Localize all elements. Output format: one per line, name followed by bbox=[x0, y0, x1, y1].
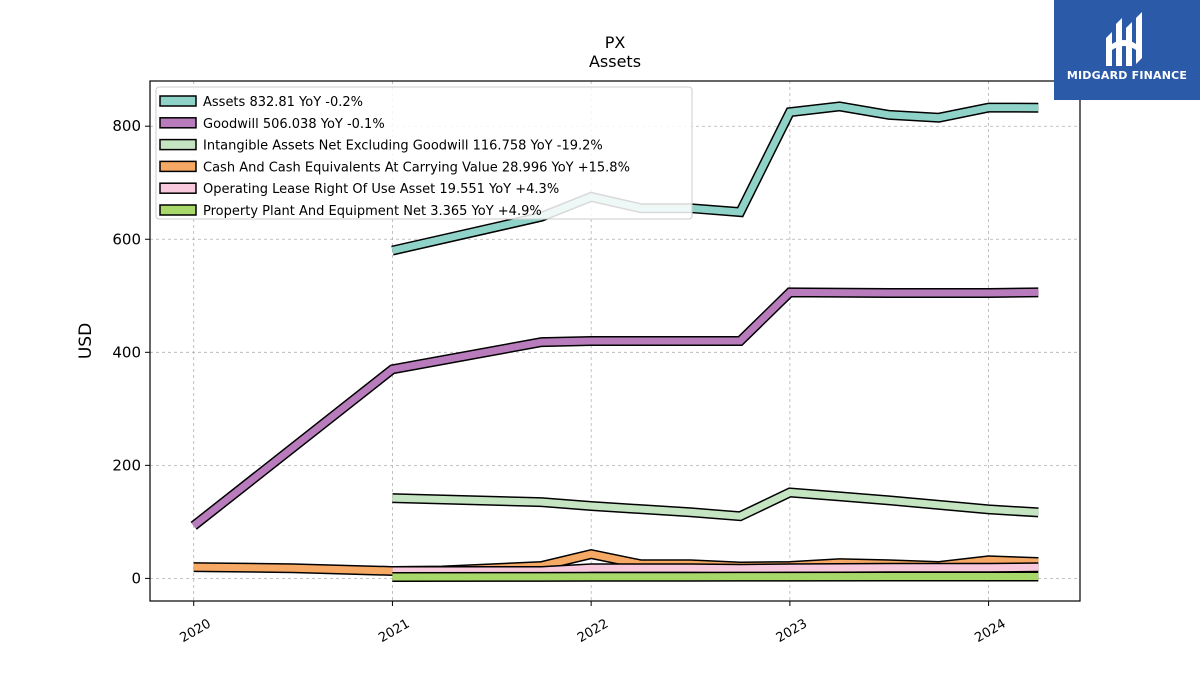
brand-logo: MIDGARD FINANCE bbox=[1054, 0, 1200, 100]
y-tick-label: 0 bbox=[131, 569, 141, 587]
midgard-logo-icon bbox=[1106, 12, 1142, 66]
legend-item: Assets 832.81 YoY -0.2% bbox=[159, 95, 363, 110]
legend-swatch bbox=[159, 138, 197, 151]
legend-label: Property Plant And Equipment Net 3.365 Y… bbox=[203, 204, 542, 219]
legend: Assets 832.81 YoY -0.2% Goodwill 506.038 … bbox=[155, 86, 693, 220]
chart-title: PX bbox=[605, 33, 626, 52]
x-tick-label: 2023 bbox=[774, 616, 810, 646]
x-tick-label: 2020 bbox=[178, 616, 214, 646]
legend-swatch bbox=[159, 204, 197, 216]
legend-swatch bbox=[159, 182, 197, 194]
series-goodwill bbox=[190, 287, 1039, 530]
series-line bbox=[392, 573, 1039, 581]
legend-item: Property Plant And Equipment Net 3.365 Y… bbox=[159, 204, 542, 219]
y-tick-label: 600 bbox=[112, 230, 141, 248]
legend-label: Goodwill 506.038 YoY -0.1% bbox=[203, 117, 385, 132]
x-tick-label: 2022 bbox=[575, 616, 611, 646]
series-lines bbox=[190, 101, 1039, 582]
x-tick-label: 2021 bbox=[376, 616, 412, 646]
legend-item: Cash And Cash Equivalents At Carrying Va… bbox=[159, 160, 630, 175]
legend-item: Goodwill 506.038 YoY -0.1% bbox=[159, 117, 385, 132]
brand-name: MIDGARD FINANCE bbox=[1066, 69, 1188, 82]
legend-item: Operating Lease Right Of Use Asset 19.55… bbox=[159, 182, 559, 197]
chart-subtitle: Assets bbox=[589, 52, 641, 71]
legend-label: Intangible Assets Net Excluding Goodwill… bbox=[203, 139, 603, 154]
legend-swatch bbox=[159, 95, 197, 107]
series-operating-lease-right-of-use-asset bbox=[392, 562, 1039, 576]
y-axis-label: USD bbox=[76, 323, 96, 359]
legend-label: Assets 832.81 YoY -0.2% bbox=[203, 95, 363, 110]
legend-label: Cash And Cash Equivalents At Carrying Va… bbox=[203, 160, 630, 175]
series-outline bbox=[190, 287, 1039, 530]
y-tick-label: 400 bbox=[112, 343, 141, 361]
legend-box bbox=[155, 86, 693, 220]
series-line bbox=[392, 488, 1039, 520]
series-line bbox=[191, 288, 1039, 529]
plot-frame bbox=[149, 80, 1081, 602]
y-tick-label: 800 bbox=[112, 117, 141, 135]
legend-item: Intangible Assets Net Excluding Goodwill… bbox=[159, 138, 603, 154]
series-intangible-assets-net-excluding-goodwill bbox=[392, 487, 1039, 522]
series-line bbox=[392, 563, 1039, 575]
y-tick-label: 200 bbox=[112, 456, 141, 474]
legend-swatch bbox=[159, 160, 197, 173]
series-property-plant-and-equipment-net bbox=[392, 571, 1039, 582]
legend-label: Operating Lease Right Of Use Asset 19.55… bbox=[203, 182, 559, 197]
x-tick-label: 2024 bbox=[972, 616, 1008, 646]
legend-swatch bbox=[159, 117, 197, 129]
